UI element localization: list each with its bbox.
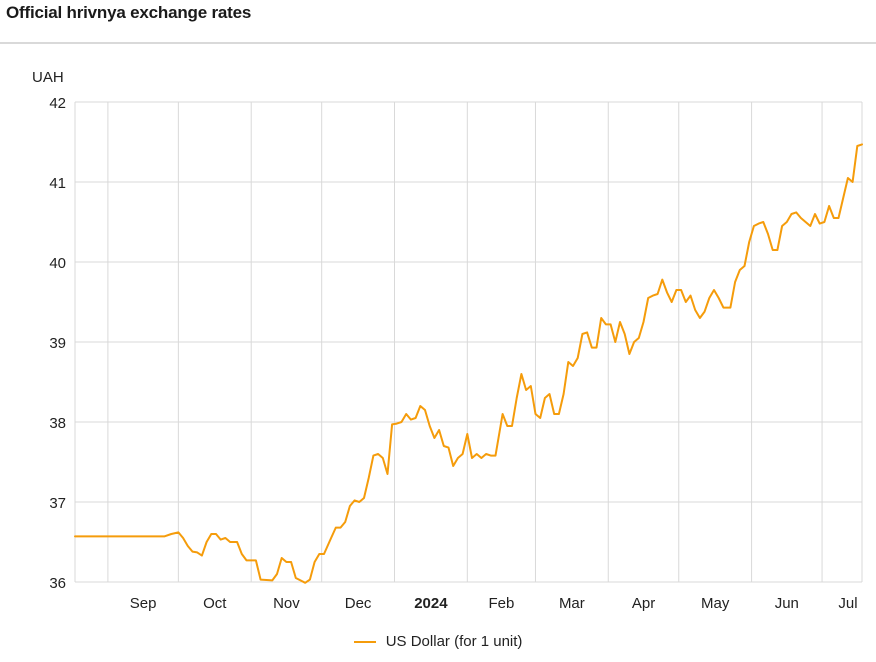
x-tick-label: Jul bbox=[838, 595, 857, 612]
y-tick-label: 40 bbox=[49, 255, 66, 272]
x-tick-label: 2024 bbox=[414, 595, 448, 612]
series-layer bbox=[74, 143, 863, 584]
y-axis-label: UAH bbox=[32, 69, 64, 86]
y-tick-label: 42 bbox=[49, 95, 66, 112]
grid-layer bbox=[74, 101, 863, 583]
x-tick-label: May bbox=[701, 595, 730, 612]
x-tick-label: Mar bbox=[559, 595, 585, 612]
y-tick-label: 38 bbox=[49, 415, 66, 432]
y-tick-label: 36 bbox=[49, 575, 66, 592]
legend-swatch bbox=[353, 641, 376, 644]
y-tick-label: 37 bbox=[49, 495, 66, 512]
legend-label: US Dollar (for 1 unit) bbox=[385, 633, 523, 650]
axis-layer: 36 37 38 39 40 41 42 Sep Oct Nov Dec 2024 Feb Mar Apr M… bbox=[49, 95, 857, 612]
legend: US Dollar (for 1 unit) bbox=[0, 633, 876, 650]
series-line-usd bbox=[74, 143, 863, 584]
x-tick-label: Nov bbox=[273, 595, 300, 612]
title-divider bbox=[0, 42, 876, 44]
x-tick-label: Apr bbox=[632, 595, 655, 612]
x-tick-label: Jun bbox=[775, 595, 799, 612]
y-tick-label: 41 bbox=[49, 175, 66, 192]
x-tick-label: Feb bbox=[488, 595, 514, 612]
y-tick-label: 39 bbox=[49, 335, 66, 352]
x-tick-label: Oct bbox=[203, 595, 227, 612]
x-tick-label: Dec bbox=[345, 595, 372, 612]
line-chart: 36 37 38 39 40 41 42 Sep Oct Nov Dec 2024 Feb Mar Apr M… bbox=[32, 69, 863, 612]
x-tick-label: Sep bbox=[130, 595, 157, 612]
chart-title: Official hrivnya exchange rates bbox=[6, 3, 252, 22]
